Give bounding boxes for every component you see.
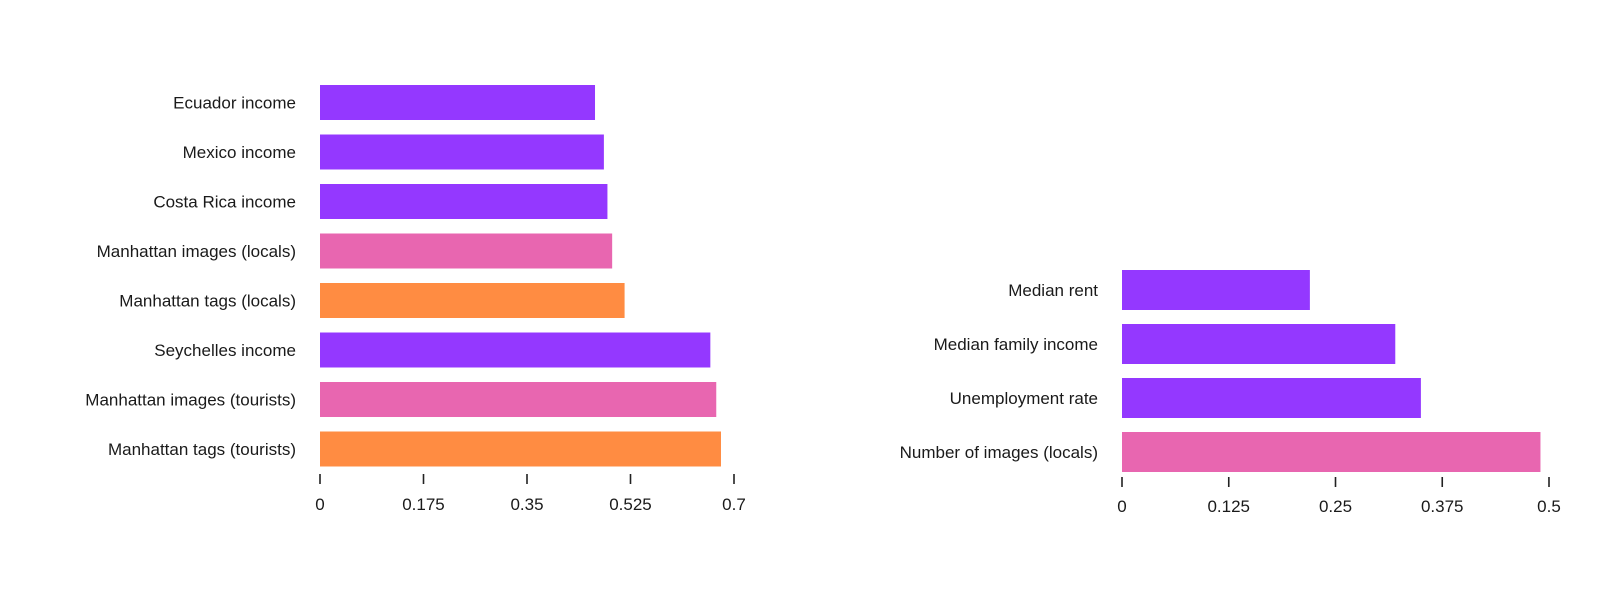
left-category-label-4: Manhattan images (locals) [97,242,296,261]
right-bar-2 [1122,324,1396,364]
right-category-label-1: Median rent [1008,281,1098,300]
right-tick-label-1: 0 [1117,497,1126,516]
left-bar-5 [320,283,625,318]
left-category-label-1: Ecuador income [173,94,296,113]
right-category-label-4: Number of images (locals) [900,443,1098,462]
left-bar-8 [320,431,721,467]
right-category-label-2: Median family income [934,335,1098,354]
right-bar-4 [1122,432,1541,472]
chart-left: Ecuador income Mexico income Costa Rica in… [85,85,746,514]
left-tick-label-5: 0.7 [722,495,746,514]
right-tick-label-2: 0.125 [1207,497,1250,516]
left-bar-4 [320,233,613,269]
left-bar-6 [320,332,711,368]
right-bar-1 [1122,270,1310,310]
right-tick-label-4: 0.375 [1421,497,1464,516]
left-bar-3 [320,184,608,219]
left-category-label-3: Costa Rica income [153,193,296,212]
left-bar-2 [320,134,604,170]
chart-right: Median rent Median family income Unemploym… [900,270,1561,516]
left-tick-label-2: 0.175 [402,495,445,514]
left-bar-1 [320,85,596,120]
right-tick-label-3: 0.25 [1319,497,1352,516]
left-category-label-7: Manhattan images (tourists) [85,391,296,410]
left-category-label-6: Seychelles income [154,341,296,360]
left-bar-7 [320,382,717,417]
left-tick-label-3: 0.35 [510,495,543,514]
left-category-label-2: Mexico income [183,143,296,162]
left-category-label-8: Manhattan tags (tourists) [108,440,296,459]
left-tick-label-4: 0.525 [609,495,652,514]
left-tick-label-1: 0 [315,495,324,514]
left-category-label-5: Manhattan tags (locals) [119,292,296,311]
right-category-label-3: Unemployment rate [950,389,1098,408]
right-bar-3 [1122,378,1421,418]
right-tick-label-5: 0.5 [1537,497,1561,516]
